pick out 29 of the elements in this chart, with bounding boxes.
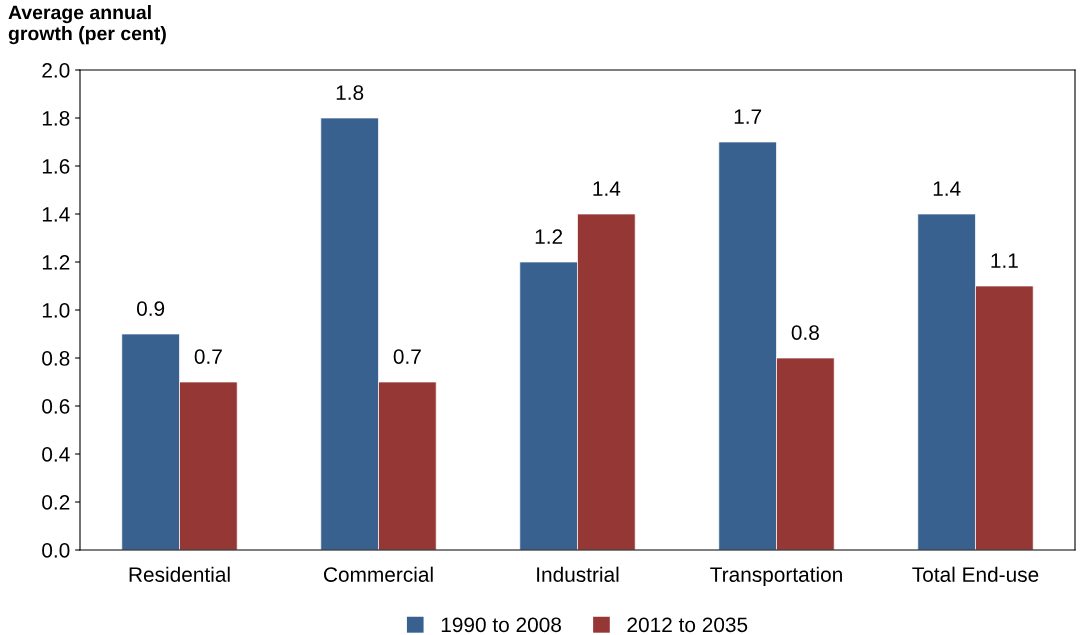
x-tick-label: Transportation <box>710 566 842 587</box>
legend-label: 1990 to 2008 <box>441 617 561 633</box>
x-tick-label: Commercial <box>324 566 433 582</box>
data-label: 1.7 <box>734 109 762 124</box>
data-label: 0.8 <box>791 325 819 340</box>
y-tick-label: 0.6 <box>42 399 70 414</box>
y-tick-label: 2.0 <box>42 63 70 78</box>
x-tick-label: Industrial <box>537 566 619 582</box>
data-label: 0.7 <box>194 349 222 364</box>
x-tick-label: Residential <box>129 566 230 582</box>
y-tick-label: 1.8 <box>42 111 70 126</box>
data-label: 0.9 <box>136 301 165 316</box>
data-label: 1.1 <box>991 253 1018 268</box>
y-tick-label: 1.2 <box>42 255 70 270</box>
data-label: 1.2 <box>535 229 563 244</box>
data-label: 1.8 <box>336 85 364 100</box>
y-tick-label: 1.0 <box>42 303 70 318</box>
data-label: 0.7 <box>393 349 421 364</box>
y-tick-label: 0.8 <box>42 351 70 366</box>
x-tick-label: Total End-use <box>912 566 1039 582</box>
y-axis-title: Average annual growth (per cent) <box>8 5 166 45</box>
y-tick-label: 0.4 <box>42 447 70 462</box>
data-label: 1.4 <box>593 181 621 196</box>
y-tick-label: 1.6 <box>42 159 70 174</box>
y-tick-label: 1.4 <box>42 207 70 222</box>
legend-label: 2012 to 2035 <box>627 617 748 633</box>
data-label: 1.4 <box>933 181 961 196</box>
y-tick-label: 0.2 <box>42 495 70 510</box>
y-tick-label: 0.0 <box>42 543 70 558</box>
